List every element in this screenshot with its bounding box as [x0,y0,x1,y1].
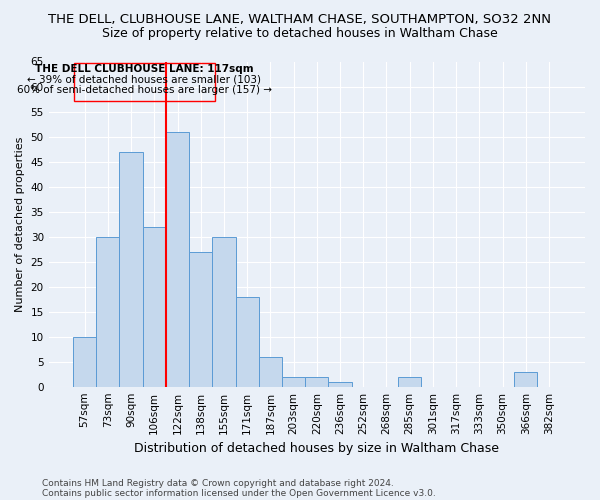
Bar [119,152,143,386]
Text: ← 39% of detached houses are smaller (103): ← 39% of detached houses are smaller (10… [28,74,262,84]
Text: Size of property relative to detached houses in Waltham Chase: Size of property relative to detached ho… [102,28,498,40]
Bar [236,296,259,386]
Text: THE DELL, CLUBHOUSE LANE, WALTHAM CHASE, SOUTHAMPTON, SO32 2NN: THE DELL, CLUBHOUSE LANE, WALTHAM CHASE,… [49,12,551,26]
Bar [166,132,189,386]
Bar [305,376,328,386]
Bar [514,372,538,386]
Bar [282,376,305,386]
Bar [143,226,166,386]
Text: 60% of semi-detached houses are larger (157) →: 60% of semi-detached houses are larger (… [17,85,272,95]
Bar [212,236,236,386]
Bar [96,236,119,386]
Y-axis label: Number of detached properties: Number of detached properties [15,136,25,312]
Bar [398,376,421,386]
Bar [73,336,96,386]
Text: THE DELL CLUBHOUSE LANE: 117sqm: THE DELL CLUBHOUSE LANE: 117sqm [35,64,254,74]
X-axis label: Distribution of detached houses by size in Waltham Chase: Distribution of detached houses by size … [134,442,499,455]
Text: Contains public sector information licensed under the Open Government Licence v3: Contains public sector information licen… [42,488,436,498]
Text: Contains HM Land Registry data © Crown copyright and database right 2024.: Contains HM Land Registry data © Crown c… [42,478,394,488]
Bar [189,252,212,386]
Bar [259,356,282,386]
Bar [328,382,352,386]
Bar [74,62,215,100]
